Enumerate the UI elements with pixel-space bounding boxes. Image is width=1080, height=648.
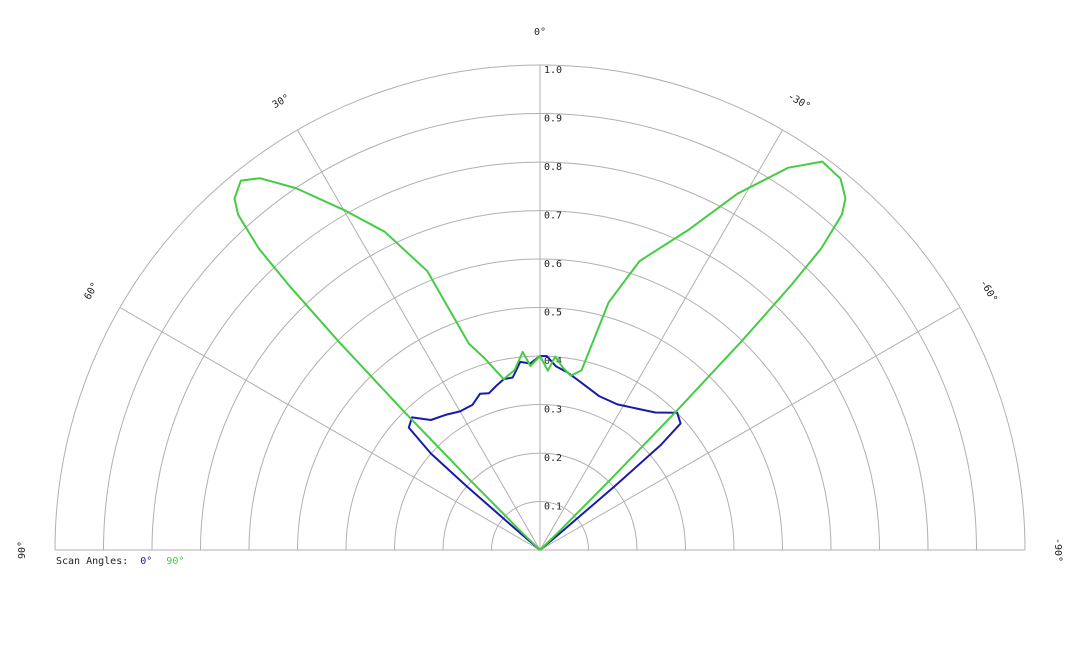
- r-tick-label: 0.6: [544, 259, 562, 270]
- theta-tick-label: 0°: [534, 27, 546, 38]
- theta-tick-label: -90°: [1052, 538, 1063, 562]
- r-tick-label: 1.0: [544, 65, 562, 76]
- grid-spoke: [539, 307, 961, 551]
- r-tick-label: 0.1: [544, 502, 562, 513]
- legend-title: Scan Angles:: [56, 556, 128, 567]
- legend-entry: 0°: [140, 556, 152, 567]
- series-line: [233, 160, 847, 551]
- r-tick-label: 0.2: [544, 453, 562, 464]
- r-tick-label: 0.7: [544, 211, 562, 222]
- grid-spoke: [119, 307, 541, 551]
- r-tick-label: 0.9: [544, 114, 562, 125]
- theta-tick-label: -30°: [786, 91, 812, 113]
- r-tick-label: 0.3: [544, 405, 562, 416]
- r-tick-label: 0.5: [544, 308, 562, 319]
- theta-tick-label: 60°: [83, 281, 102, 302]
- grid-spoke: [297, 129, 541, 551]
- theta-tick-label: 90°: [17, 541, 28, 559]
- theta-tick-label: 30°: [271, 93, 292, 112]
- legend-entry: 90°: [166, 556, 184, 567]
- theta-tick-label: -60°: [977, 278, 999, 304]
- r-tick-label: 0.8: [544, 162, 562, 173]
- grid-spoke: [539, 129, 783, 551]
